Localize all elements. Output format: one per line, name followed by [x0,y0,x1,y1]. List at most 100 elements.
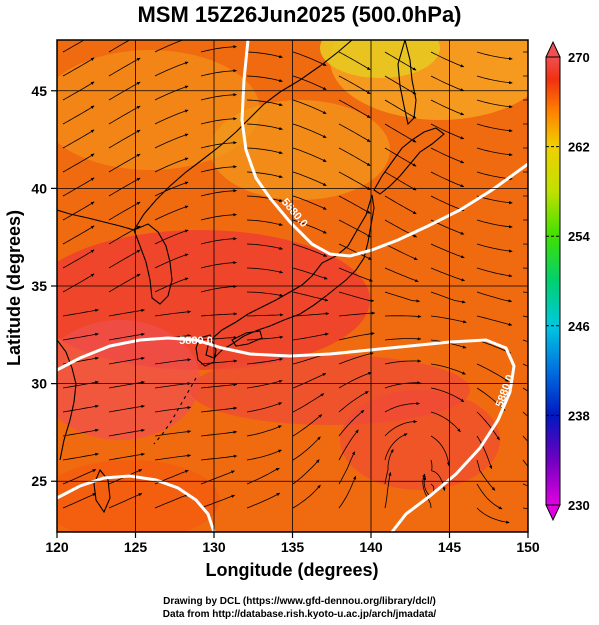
wind-streamlines [62,40,528,524]
tick-label-y-30: 30 [31,376,47,392]
tick-label-y-35: 35 [31,278,47,294]
streamline-218 [476,507,510,524]
streamline-16 [292,75,327,90]
streamline-102 [200,261,237,269]
streamline-189 [154,454,192,461]
streamline-31 [476,99,513,109]
streamline-95 [384,243,418,261]
streamline-179 [200,430,238,437]
streamline-180 [246,425,282,437]
axis-ticks: 120 125 130 135 140 145 150 25 30 35 40 45 [31,83,539,555]
streamline-11 [62,57,95,77]
tick-label-y-45: 45 [31,83,47,99]
streamline-158 [246,379,283,389]
streamline-49 [292,147,327,162]
streamline-79 [154,205,189,221]
streamline-157 [200,383,238,389]
credit-drawing: Drawing by DCL (https://www.gfd-dennou.o… [163,596,436,607]
streamline-116 [338,291,375,303]
streamline-24 [154,85,189,101]
streamline-37 [246,123,283,131]
streamline-155 [108,380,145,389]
streamline-58 [200,165,237,173]
streamline-93 [292,243,328,257]
coastline-hokkaido [373,127,445,195]
streamline-146 [200,359,238,365]
coastline-china-east [57,339,77,461]
colorbar-bottom-triangle [545,504,561,522]
streamline-47 [200,141,237,149]
streamline-41 [430,123,465,140]
streamline-141 [476,339,511,354]
streamline-211 [154,494,189,509]
streamline-114 [246,291,284,297]
streamline-99 [62,249,95,269]
coastline-mainland [57,40,353,231]
contour-label-middle: 5880.0 [179,335,213,347]
streamline-103 [246,267,284,274]
colorbar-tick-label-270: 270 [568,50,590,65]
height-contours [57,40,528,532]
streamline-92 [246,243,283,250]
streamline-128 [384,314,422,319]
colorbar-tick-label-262: 262 [568,140,590,155]
streamline-97 [476,243,513,253]
streamline-75 [476,195,513,205]
streamline-212 [200,494,236,509]
streamline-122 [108,308,145,317]
streamline-12 [108,57,141,77]
streamline-88 [62,225,95,245]
y-axis-label: Latitude (degrees) [4,210,24,366]
gridlines [57,40,528,532]
streamline-36 [200,117,237,125]
streamline-111 [108,273,141,293]
streamline-15 [246,75,283,83]
streamline-136 [246,335,284,341]
streamline-181 [292,414,323,437]
streamline-0 [62,40,85,53]
streamline-30 [430,99,465,116]
streamline-127 [338,311,376,317]
contour-5880-middle [57,336,516,532]
colorbar-tick-label-238: 238 [568,408,590,423]
temperature-field [57,40,528,532]
streamline-8 [430,51,465,68]
streamline-119 [476,291,513,303]
streamline-39 [338,123,371,143]
streamline-125 [246,313,284,317]
streamline-166 [108,404,145,413]
streamline-101 [154,253,189,269]
tick-label-x-150: 150 [516,539,540,555]
streamline-73 [384,195,417,215]
streamline-130 [476,315,513,326]
streamline-83 [338,219,372,238]
streamline-35 [154,109,189,125]
colorbar: 230 238 246 254 262 270 [545,40,590,522]
streamline-5 [292,51,327,66]
streamline-45 [108,129,141,149]
streamline-168 [200,406,238,413]
streamline-42 [476,123,513,133]
streamline-34 [108,105,141,125]
streamline-6 [338,51,371,71]
streamline-137 [292,332,329,341]
streamline-50 [338,147,371,167]
streamline-133 [108,332,145,341]
streamline-207 [476,483,503,510]
streamline-82 [292,219,327,234]
streamline-162 [430,387,465,403]
streamline-105 [338,267,373,282]
streamline-176 [62,428,99,437]
coastline-korea [133,223,173,305]
streamline-185 [476,435,493,470]
streamline-14 [200,69,237,77]
streamline-67 [108,177,141,197]
streamline-129 [430,315,467,324]
streamline-188 [108,452,145,461]
streamline-210 [108,493,143,509]
streamline-77 [62,201,95,221]
streamline-217 [422,473,432,509]
streamline-90 [154,229,189,245]
tick-label-x-145: 145 [438,539,462,555]
